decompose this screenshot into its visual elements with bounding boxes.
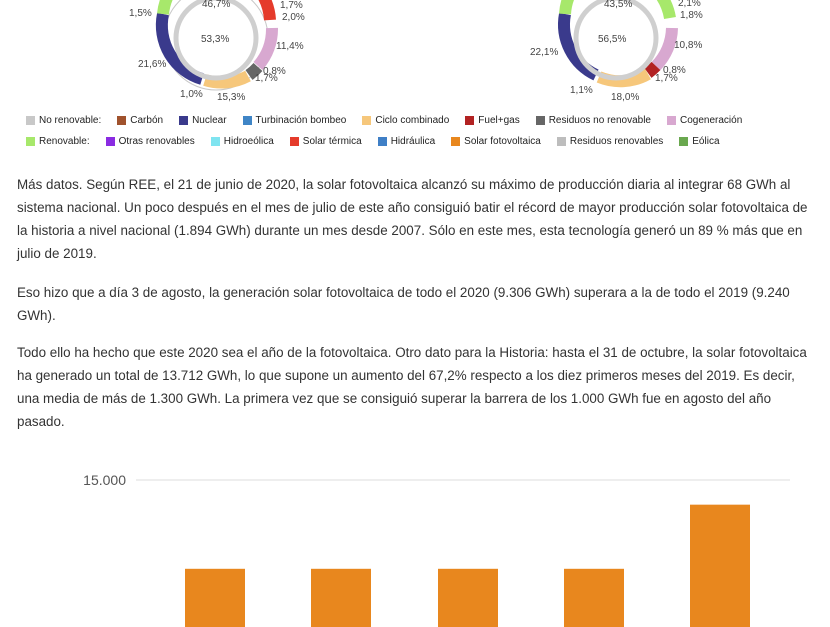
legend-item: Renovable: (26, 136, 90, 147)
donut-left-label: 1,7% (255, 73, 278, 84)
legend-label: Fuel+gas (478, 115, 520, 126)
legend-label: Residuos renovables (569, 136, 664, 147)
bar-chart-svg: 15.000 (83, 472, 790, 627)
legend-label: Renovable: (39, 136, 90, 147)
legend-item: Ciclo combinado (362, 115, 449, 126)
legend-label: Carbón (130, 115, 164, 126)
bar-chart: 15.000 (0, 465, 830, 627)
article-paragraph-1: Más datos. Según REE, el 21 de junio de … (17, 177, 808, 261)
donut-left-label: 21,6% (138, 59, 166, 70)
bar (438, 568, 498, 627)
donut-left-residuos-arc (245, 62, 263, 80)
donut-left-solar-arc (258, 0, 276, 21)
legend-item: Hidroeólica (210, 136, 274, 147)
donut-left-nuclear-arc (155, 12, 204, 85)
donut-right: 43,5% 56,5% 2,1% 1,8% 10,8% 0,8% 1,7% 18… (530, 0, 703, 103)
legend-item: Residuos renovables (556, 136, 664, 147)
donut-right-solar-arc (656, 0, 676, 20)
donut-charts: 46,7% 53,3% 1,5% 1,7% 2,0% 11,4% 0,8% 1,… (0, 0, 830, 106)
donut-right-eolica-arc (559, 0, 575, 15)
legend-row-renovable: Renovable: Otras renovables Hidroeólica Sol… (26, 131, 826, 152)
donut-left-cogeneracion-arc (253, 27, 278, 70)
legend-label: No renovable: (39, 115, 102, 126)
legend-label: Otras renovables (118, 136, 195, 147)
legend-label: Nuclear (192, 115, 227, 126)
legend-swatch (556, 137, 566, 146)
legend-swatch (535, 116, 545, 125)
legend-item: No renovable: (26, 115, 101, 126)
bar (185, 568, 245, 627)
legend-swatch (451, 137, 461, 146)
legend-item: Eólica (679, 136, 720, 147)
legend-item: Cogeneración (667, 115, 742, 126)
donut-right-cogeneracion-arc (651, 27, 678, 71)
legend-swatch (105, 137, 115, 146)
legend-item: Fuel+gas (465, 115, 520, 126)
donut-right-label: 1,1% (570, 85, 593, 96)
legend-item: Residuos no renovable (535, 115, 651, 126)
legend-item: Carbón (117, 115, 163, 126)
legend-swatch (179, 116, 189, 125)
donut-left-label: 2,0% (282, 12, 305, 23)
legend-item: Otras renovables (105, 136, 195, 147)
legend-label: Hidroeólica (223, 136, 274, 147)
donut-left-label: 1,0% (180, 89, 203, 100)
legend-label: Residuos no renovable (548, 115, 651, 126)
donut-right-label: 10,8% (674, 40, 702, 51)
donut-left-inner-bottom: 53,3% (201, 34, 229, 45)
donut-right-label: 18,0% (611, 92, 639, 103)
legend-swatch (377, 137, 387, 146)
donut-left-label: 0,8% (263, 66, 286, 77)
legend-label: Cogeneración (680, 115, 743, 126)
legend-swatch (117, 116, 127, 125)
donut-left-eolica-arc (157, 0, 173, 15)
donut-left-label: 1,5% (129, 8, 152, 19)
legend-swatch (667, 116, 676, 125)
legend-label: Eólica (692, 136, 720, 147)
legend-swatch (26, 116, 35, 125)
donut-right-inner-top: 43,5% (604, 0, 632, 10)
donut-left-inner-top: 46,7% (202, 0, 230, 10)
legend-swatch (679, 137, 689, 146)
legend-row-no-renovable: No renovable: Carbón Nuclear Turbinación bo… (26, 110, 826, 131)
donut-right-label: 1,8% (680, 10, 703, 21)
legend-label: Solar térmica (302, 136, 362, 147)
bar (311, 568, 371, 627)
y-tick-label: 15.000 (83, 472, 126, 488)
donut-left-label: 15,3% (217, 92, 245, 103)
donut-right-label: 0,8% (663, 65, 686, 76)
legend-item: Hidráulica (377, 136, 436, 147)
legend-item: Turbinación bombeo (242, 115, 347, 126)
legend-swatch (26, 137, 35, 146)
legend-swatch (362, 116, 372, 125)
legend-label: Hidráulica (390, 136, 436, 147)
donut-right-nuclear-arc (558, 12, 599, 81)
donut-left: 46,7% 53,3% 1,5% 1,7% 2,0% 11,4% 0,8% 1,… (129, 0, 305, 103)
legend-swatch (242, 116, 252, 125)
donut-right-inner-bottom: 56,5% (598, 34, 626, 45)
legend-swatch (210, 137, 220, 146)
article-paragraph-2: Eso hizo que a día 3 de agosto, la gener… (17, 285, 790, 323)
donut-right-label: 1,7% (655, 73, 678, 84)
bar (564, 568, 624, 627)
donut-left-label: 11,4% (276, 41, 304, 52)
chart-legend: No renovable: Carbón Nuclear Turbinación bo… (26, 110, 826, 152)
legend-swatch (465, 116, 475, 125)
donut-left-label: 1,7% (280, 0, 303, 11)
donut-right-label: 2,1% (678, 0, 701, 9)
legend-label: Turbinación bombeo (255, 115, 347, 126)
legend-item: Nuclear (179, 115, 227, 126)
bar (690, 504, 750, 627)
donut-right-label: 22,1% (530, 47, 558, 58)
donut-right-residuos-arc (644, 61, 661, 78)
legend-swatch (289, 137, 299, 146)
legend-item: Solar térmica (289, 136, 362, 147)
legend-item: Solar fotovoltaica (451, 136, 541, 147)
legend-label: Solar fotovoltaica (464, 136, 541, 147)
legend-label: Ciclo combinado (375, 115, 450, 126)
donut-left-ciclo-arc (203, 70, 251, 89)
article-paragraph-3: Todo ello ha hecho que este 2020 sea el … (17, 345, 807, 429)
